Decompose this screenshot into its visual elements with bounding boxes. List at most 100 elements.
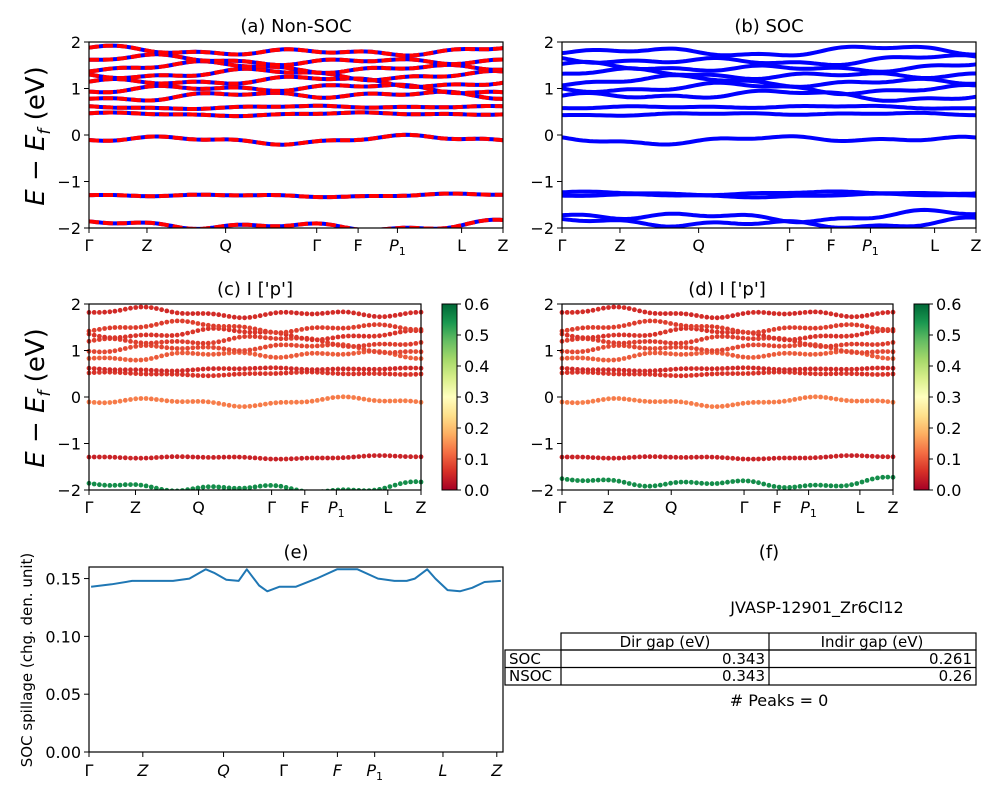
panel-c-point	[226, 485, 232, 490]
panel-d-point	[869, 372, 875, 377]
panel-c-point	[413, 310, 419, 315]
panel-d-point	[756, 354, 761, 360]
panel-d-point	[601, 333, 606, 339]
panel-c-point	[138, 332, 144, 338]
panel-c-point	[299, 343, 305, 349]
panel-d-point	[569, 333, 575, 339]
panel-d-point	[864, 371, 870, 377]
panel-d-xtick-label: P1	[800, 498, 817, 520]
panel-d-point	[637, 483, 642, 488]
panel-d-point	[719, 315, 725, 320]
panel-d-point	[678, 322, 684, 328]
panel-c-point	[257, 352, 263, 358]
table-row-nsoc-dir: 0.343	[722, 667, 765, 685]
panel-c-point	[185, 345, 191, 351]
panel-c-point	[200, 327, 206, 332]
panel-d-point	[807, 394, 813, 400]
panel-d-point	[823, 395, 829, 400]
panel-c-point	[278, 400, 284, 405]
panel-c-point	[273, 456, 279, 462]
panel-a-ytick-label: −1	[57, 173, 81, 192]
panel-d-point	[606, 477, 611, 483]
panel-d-point	[606, 305, 611, 310]
panel-c-point	[408, 479, 413, 485]
panel-d-point	[823, 310, 829, 316]
panel-c-point	[330, 370, 336, 376]
panel-d-point	[782, 337, 787, 343]
panel-d-point	[880, 454, 886, 460]
panel-d-point	[575, 478, 580, 483]
panel-c-point	[288, 399, 294, 405]
panel-c-point	[133, 367, 139, 373]
panel-d-point	[885, 310, 891, 315]
panel-c-point	[361, 333, 367, 339]
panel-d-point	[771, 327, 777, 332]
panel-c-point	[154, 368, 159, 373]
panel-c-point	[314, 455, 320, 461]
panel-c-point	[133, 325, 139, 330]
colorbar-d-gradient	[913, 303, 930, 491]
panel-c-point	[138, 324, 144, 330]
panel-d-point	[585, 367, 591, 373]
panel-d-point	[699, 454, 704, 460]
panel-c-point	[288, 370, 294, 376]
panel-c-point	[257, 365, 263, 371]
panel-d-point	[745, 310, 751, 316]
panel-d-point	[740, 456, 746, 462]
panel-d-point	[885, 365, 891, 371]
panel-d-point	[797, 366, 803, 372]
panel-d-point	[776, 484, 782, 490]
panel-d-point	[585, 356, 591, 361]
panel-c-point	[397, 312, 403, 317]
panel-c-point	[351, 333, 356, 339]
panel-c-point	[237, 366, 242, 372]
panel-c-point	[252, 351, 258, 357]
panel-d-point	[828, 324, 834, 329]
panel-c-point	[356, 395, 362, 401]
panel-d-point	[621, 396, 627, 402]
panel-c-point	[185, 311, 191, 316]
panel-c-point	[309, 367, 315, 372]
panel-d-point	[569, 400, 575, 406]
panel-c-point	[320, 351, 325, 356]
panel-c-point	[91, 370, 97, 375]
panel-c-point	[377, 487, 382, 490]
panel-d-point	[626, 481, 632, 486]
panel-c-point	[242, 404, 248, 409]
panel-c-point	[185, 350, 191, 356]
panel-c-point	[288, 366, 294, 371]
panel-d-point	[585, 399, 591, 405]
panel-c-point	[133, 305, 139, 310]
panel-d-point	[637, 454, 642, 460]
panel-e-ytick-label: 0.15	[45, 570, 81, 589]
panel-c-point	[164, 345, 170, 351]
colorbar-d-tick-label: 0.6	[936, 295, 961, 314]
panel-d-point	[730, 327, 736, 333]
panel-c-point	[263, 456, 268, 462]
panel-c-point	[91, 400, 97, 405]
panel-c-point	[148, 371, 154, 377]
panel-e-ytick-label: 0.10	[45, 627, 81, 646]
panel-c-point	[117, 367, 123, 373]
panel-c-point	[226, 350, 232, 356]
panel-d-point	[771, 311, 777, 316]
colorbar-c-tick-label: 0.3	[464, 388, 489, 407]
panel-d-point	[797, 484, 803, 489]
panel-c-point	[257, 371, 263, 376]
panel-b-band-line	[562, 80, 976, 97]
panel-d-point	[833, 396, 839, 402]
panel-d-point	[626, 368, 632, 373]
panel-d-point	[590, 307, 596, 313]
panel-c-point	[273, 310, 279, 316]
panel-d-point	[761, 366, 767, 371]
panel-d-point	[601, 339, 606, 344]
panel-d-point	[616, 367, 622, 373]
panel-c-point	[174, 318, 180, 324]
panel-c-point	[190, 340, 196, 345]
panel-c-point	[320, 311, 325, 316]
panel-d-point	[632, 353, 637, 359]
panel-d-point	[590, 455, 596, 460]
table-header-dir-gap: Dir gap (eV)	[620, 633, 711, 651]
panel-d-point	[616, 340, 622, 346]
panel-c-point	[122, 325, 128, 330]
